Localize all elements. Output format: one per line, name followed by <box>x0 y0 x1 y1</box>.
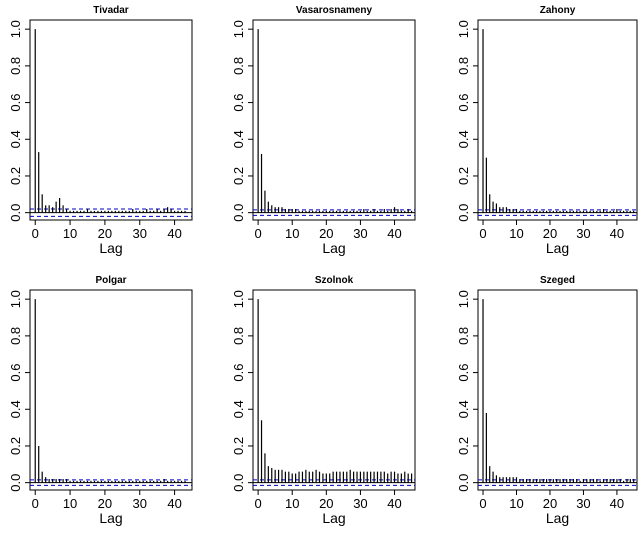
y-tick-label: 0.4 <box>456 400 471 418</box>
x-tick-label: 30 <box>576 226 590 241</box>
y-tick-label: 0.4 <box>231 400 246 418</box>
x-tick-label: 0 <box>254 496 261 511</box>
y-tick-label: 0.0 <box>8 474 23 492</box>
y-tick-label: 0.8 <box>231 327 246 345</box>
x-tick-label: 40 <box>610 226 624 241</box>
panel-title: Vasarosnameny <box>296 5 373 16</box>
acf-panel-1: Vasarosnameny 0 10 20 30 40 Lag 0.0 0.2 0.4 0.6 0.8… <box>231 5 416 256</box>
acf-panel-0: Tivadar 0 10 20 30 40 Lag 0.0 0.2 0.4 0.6 0.8 1.0 <box>8 5 193 256</box>
y-tick-label: 1.0 <box>231 290 246 308</box>
x-tick-label: 10 <box>285 226 299 241</box>
x-tick-label: 20 <box>543 496 557 511</box>
plot-frame <box>252 289 416 491</box>
x-tick-label: 20 <box>98 496 112 511</box>
panel-title: Zahony <box>540 5 576 16</box>
plot-frame <box>29 19 193 221</box>
y-tick-label: 0.8 <box>456 327 471 345</box>
y-tick-label: 0.4 <box>231 130 246 148</box>
x-tick-label: 30 <box>133 226 147 241</box>
y-tick-label: 0.8 <box>231 57 246 75</box>
y-tick-label: 1.0 <box>8 20 23 38</box>
panel-title: Szolnok <box>315 275 354 286</box>
y-tick-label: 0.0 <box>456 474 471 492</box>
x-tick-label: 30 <box>353 496 367 511</box>
y-tick-label: 0.6 <box>8 364 23 382</box>
plot-frame <box>477 19 638 221</box>
y-tick-label: 0.8 <box>8 57 23 75</box>
y-tick-label: 0.6 <box>8 94 23 112</box>
y-tick-label: 0.0 <box>8 204 23 222</box>
x-tick-label: 40 <box>387 496 401 511</box>
panel-title: Tivadar <box>93 5 128 16</box>
y-tick-label: 0.4 <box>456 130 471 148</box>
x-tick-label: 20 <box>98 226 112 241</box>
x-tick-label: 40 <box>387 226 401 241</box>
y-tick-label: 1.0 <box>456 290 471 308</box>
plot-frame <box>252 19 416 221</box>
x-tick-label: 30 <box>353 226 367 241</box>
plot-frame <box>477 289 638 491</box>
acf-panel-2: Zahony 0 10 20 30 40 Lag 0.0 0.2 0.4 0.6 0.8 1.0 <box>456 5 638 256</box>
y-tick-label: 1.0 <box>456 20 471 38</box>
x-axis-label: Lag <box>546 240 569 256</box>
x-tick-label: 0 <box>479 226 486 241</box>
y-tick-label: 0.0 <box>231 204 246 222</box>
y-tick-label: 0.8 <box>8 327 23 345</box>
x-tick-label: 10 <box>285 496 299 511</box>
x-tick-label: 0 <box>479 496 486 511</box>
panel-title: Polgar <box>95 275 126 286</box>
y-tick-label: 0.2 <box>8 437 23 455</box>
x-axis-label: Lag <box>99 510 122 526</box>
acf-panel-4: Szolnok 0 10 20 30 40 Lag 0.0 0.2 0.4 0.6 0.8 1.0 <box>231 275 416 526</box>
x-axis-label: Lag <box>322 240 345 256</box>
y-tick-label: 0.4 <box>8 130 23 148</box>
x-tick-label: 20 <box>319 226 333 241</box>
y-tick-label: 0.6 <box>231 364 246 382</box>
x-tick-label: 20 <box>543 226 557 241</box>
y-tick-label: 0.6 <box>231 94 246 112</box>
y-tick-label: 0.6 <box>456 364 471 382</box>
x-tick-label: 10 <box>63 496 77 511</box>
x-tick-label: 10 <box>509 226 523 241</box>
x-tick-label: 10 <box>509 496 523 511</box>
y-tick-label: 0.0 <box>456 204 471 222</box>
x-tick-label: 10 <box>63 226 77 241</box>
x-tick-label: 40 <box>167 226 181 241</box>
y-tick-label: 0.0 <box>231 474 246 492</box>
x-tick-label: 40 <box>167 496 181 511</box>
y-tick-label: 0.8 <box>456 57 471 75</box>
y-tick-label: 1.0 <box>8 290 23 308</box>
x-tick-label: 0 <box>32 496 39 511</box>
acf-panel-3: Polgar 0 10 20 30 40 Lag 0.0 0.2 0.4 0.6 0.8 1.0 <box>8 275 193 526</box>
x-tick-label: 30 <box>576 496 590 511</box>
acf-panel-5: Szeged 0 10 20 30 40 Lag 0.0 0.2 0.4 0.6 0.8 1.0 <box>456 275 638 526</box>
y-tick-label: 1.0 <box>231 20 246 38</box>
y-tick-label: 0.2 <box>231 437 246 455</box>
x-axis-label: Lag <box>546 510 569 526</box>
plot-frame <box>29 289 193 491</box>
y-tick-label: 0.2 <box>8 167 23 185</box>
y-tick-label: 0.4 <box>8 400 23 418</box>
x-tick-label: 0 <box>254 226 261 241</box>
y-tick-label: 0.2 <box>456 167 471 185</box>
x-axis-label: Lag <box>322 510 345 526</box>
x-tick-label: 40 <box>610 496 624 511</box>
x-tick-label: 30 <box>133 496 147 511</box>
x-tick-label: 20 <box>319 496 333 511</box>
x-tick-label: 0 <box>32 226 39 241</box>
y-tick-label: 0.2 <box>456 437 471 455</box>
panel-title: Szeged <box>540 275 575 286</box>
y-tick-label: 0.2 <box>231 167 246 185</box>
y-tick-label: 0.6 <box>456 94 471 112</box>
x-axis-label: Lag <box>99 240 122 256</box>
